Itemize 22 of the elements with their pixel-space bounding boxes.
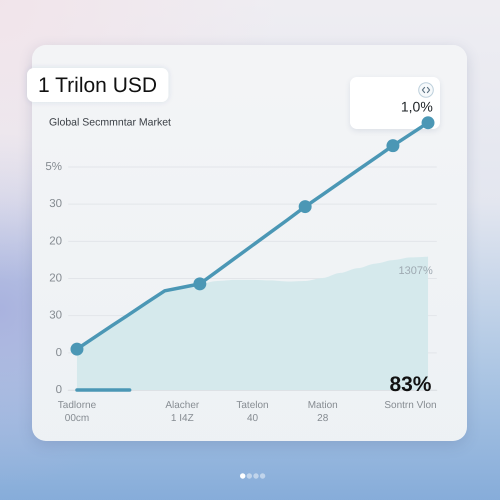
annotation: 1,0% bbox=[400, 98, 433, 115]
chart-subtitle: Global Secmmntar Market bbox=[49, 116, 172, 128]
text: 20 bbox=[49, 235, 62, 248]
text: 0 bbox=[56, 346, 62, 359]
annotation: 83% bbox=[389, 373, 432, 396]
text: 20 bbox=[49, 272, 62, 284]
text: 30 bbox=[49, 198, 62, 210]
x-tick-label: Alacher 1 I4Z bbox=[165, 400, 200, 424]
text: 30 bbox=[49, 310, 62, 322]
x-tick-label: Tatelon 40 bbox=[236, 400, 269, 424]
point bbox=[298, 200, 312, 214]
annotation: 1307% bbox=[398, 265, 434, 278]
text: 5% bbox=[45, 161, 62, 173]
point bbox=[193, 277, 206, 290]
point bbox=[70, 342, 84, 356]
x-tick-label: Sontrn Vlon bbox=[384, 400, 437, 411]
x-tick-label: Tadlorne 00cm bbox=[58, 400, 97, 424]
point bbox=[422, 116, 435, 130]
chart-title: 1 Trilon USD bbox=[38, 74, 158, 97]
x-tick-label: Mation 28 bbox=[308, 400, 338, 424]
text: 0 bbox=[56, 384, 62, 396]
point bbox=[386, 139, 400, 152]
